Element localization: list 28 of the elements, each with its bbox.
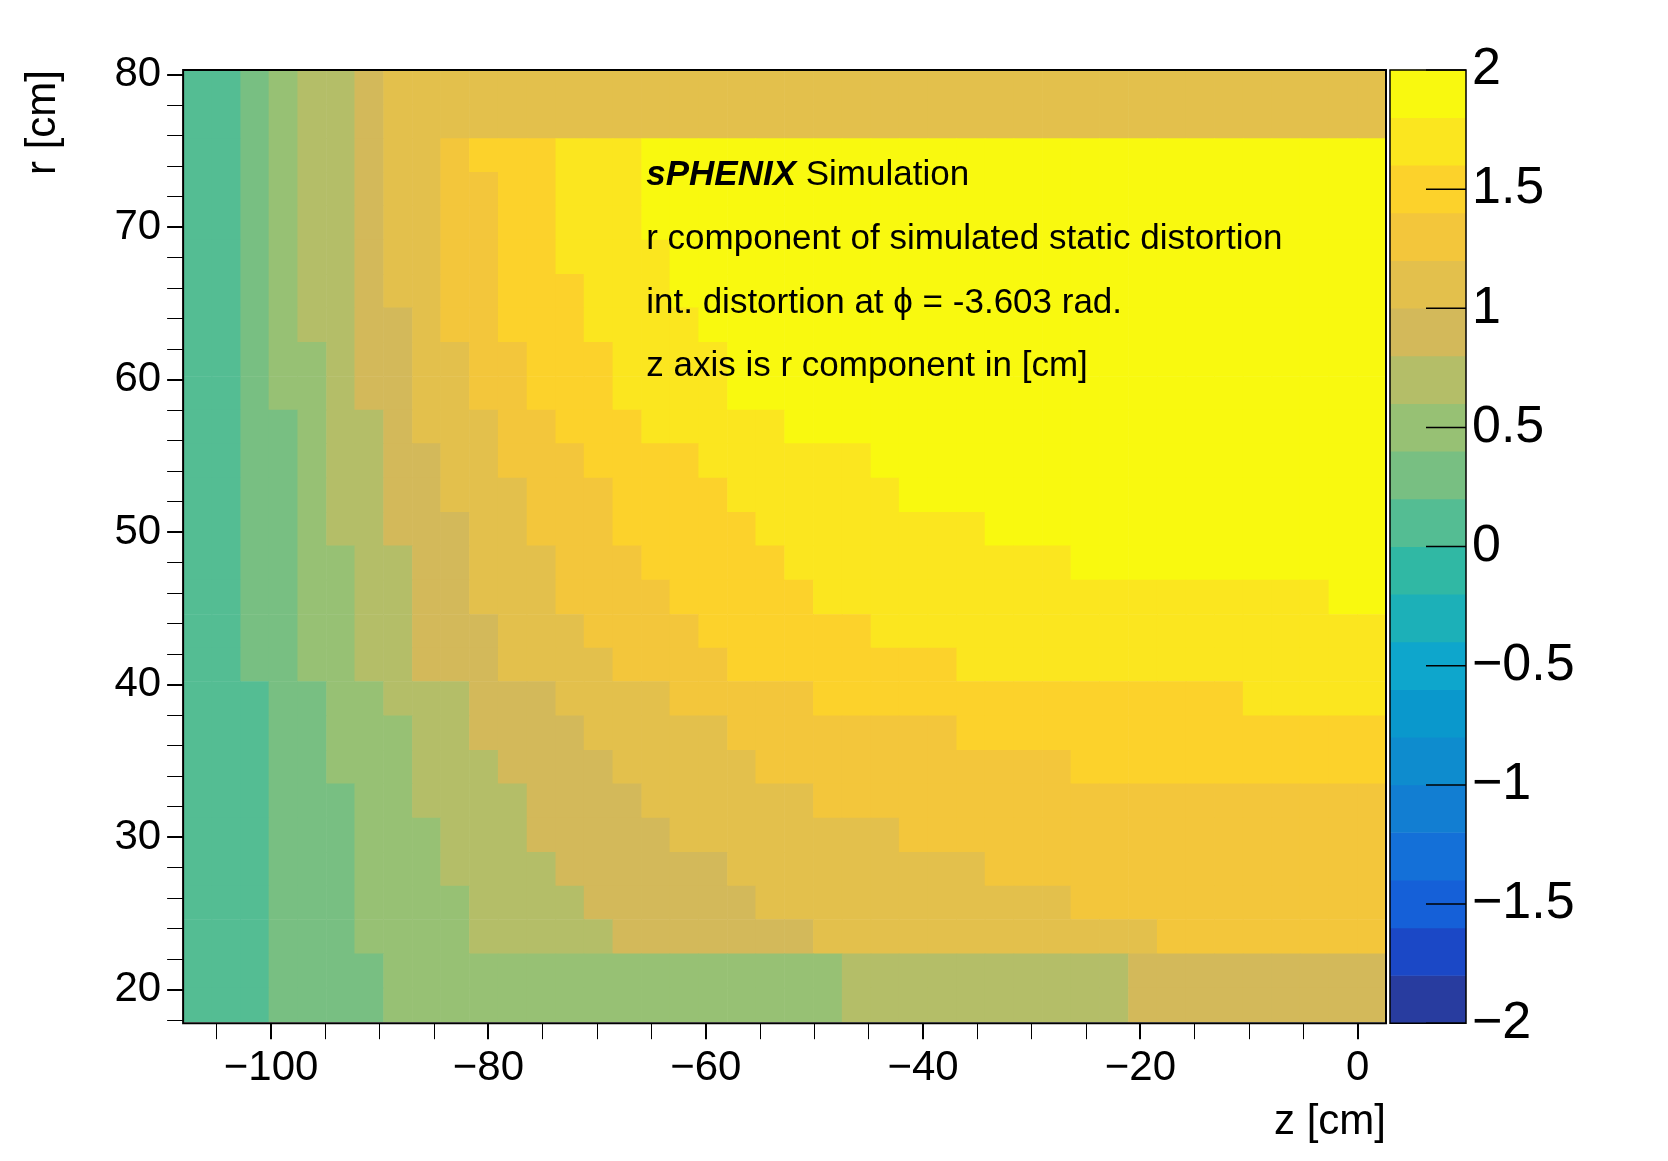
y-axis-title: r [cm] (16, 70, 64, 175)
y-tick-label: 60 (114, 353, 162, 401)
color-bar-label: −0.5 (1472, 633, 1575, 692)
annotation: sPHENIX Simulation (646, 153, 970, 193)
x-axis-title: z [cm] (1274, 1096, 1386, 1144)
y-tick-label: 50 (114, 505, 162, 553)
color-bar-label: 0 (1472, 513, 1501, 572)
x-tick-label: 0 (1346, 1041, 1370, 1089)
color-bar-label: −1.5 (1472, 871, 1575, 930)
x-tick-label: −20 (1104, 1041, 1177, 1089)
color-bar-label: 1 (1472, 275, 1501, 334)
color-bar-label: −1 (1472, 752, 1532, 811)
y-tick-label: 40 (114, 658, 162, 706)
x-tick-label: −40 (887, 1041, 959, 1089)
y-tick-label: 80 (114, 48, 162, 96)
color-bar-label: −2 (1472, 990, 1532, 1049)
y-tick-label: 70 (114, 200, 162, 248)
color-bar-label: 2 (1472, 37, 1501, 96)
x-tick-label: −60 (670, 1041, 742, 1089)
y-tick-label: 30 (114, 810, 162, 858)
annotation: r component of simulated static distortion (646, 217, 1283, 257)
color-bar-label: 1.5 (1472, 156, 1545, 215)
y-tick-label: 20 (114, 963, 162, 1011)
x-tick-label: −100 (223, 1041, 319, 1089)
annotation: int. distortion at ϕ = -3.603 rad. (646, 280, 1123, 320)
x-tick-label: −80 (452, 1041, 525, 1089)
annotation: z axis is r component in [cm] (646, 344, 1088, 384)
color-bar-label: 0.5 (1472, 394, 1545, 453)
